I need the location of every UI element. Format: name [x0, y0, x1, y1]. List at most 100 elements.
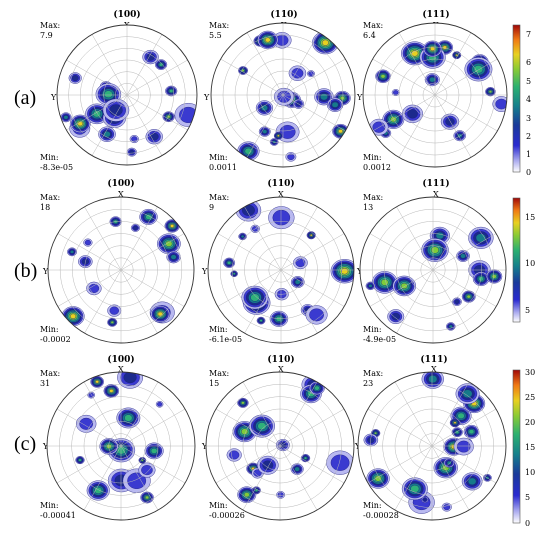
disc-outline [207, 196, 355, 344]
panel-title: (100) [107, 178, 134, 189]
contour-level [429, 76, 436, 83]
contour-level [430, 46, 436, 52]
polar-grid [358, 372, 506, 520]
cbar-tick: 2 [526, 132, 531, 141]
panel-title: (100) [113, 9, 140, 20]
max-value: 6.4 [363, 31, 376, 40]
cbar-tick: 6 [526, 58, 531, 67]
row-label-b: (b) [14, 260, 37, 282]
contour-level [339, 95, 345, 101]
contour-level [241, 401, 245, 405]
cbar-tick: 1 [526, 150, 531, 159]
contour-level [145, 495, 150, 500]
contour-level [279, 124, 296, 139]
pole-figure [210, 22, 356, 168]
contour-level [428, 375, 438, 384]
max-value: 15 [209, 379, 219, 388]
contour-level [277, 492, 284, 498]
contour-level [69, 250, 75, 254]
contour-level [330, 454, 350, 471]
contour-level [88, 392, 94, 398]
contour-level [453, 421, 457, 424]
y-axis-letter: Y [42, 267, 49, 276]
min-value: -0.00028 [363, 511, 399, 520]
contour-level [110, 320, 114, 324]
x-axis-letter: X [118, 190, 124, 199]
min-value: -8.3e-05 [40, 163, 73, 172]
contour-level [109, 389, 114, 393]
contour-level [103, 90, 113, 99]
intensity-blobs [61, 208, 181, 327]
pole-figure [56, 24, 198, 166]
contour-level [169, 89, 174, 93]
max-value: 7.9 [40, 31, 53, 40]
pole-figure [207, 196, 355, 344]
min-label: Min: [363, 325, 382, 334]
min-label: Min: [363, 501, 382, 510]
contour-level [79, 417, 94, 430]
x-axis-letter: X [431, 365, 437, 374]
contour-level [407, 109, 418, 119]
contour-level [448, 324, 453, 329]
disc-outline [357, 371, 507, 521]
pole-figure [205, 371, 355, 521]
contour-level [123, 372, 137, 384]
contour-level [287, 153, 295, 161]
pole-figure [46, 371, 196, 521]
pole-figure [47, 196, 195, 344]
max-value: 31 [40, 379, 50, 388]
contour-level [157, 401, 163, 407]
intensity-blobs [369, 40, 507, 142]
disc-outline [47, 196, 195, 344]
contour-level [262, 129, 268, 134]
polar-grid [48, 197, 194, 343]
pole-figure [362, 22, 508, 168]
cbar-tick: 20 [525, 418, 535, 427]
min-value: 0.0011 [209, 163, 237, 172]
min-value: -0.00041 [40, 511, 76, 520]
contour-level [467, 477, 477, 486]
contour-level [265, 37, 271, 43]
polar-grid [208, 197, 354, 343]
contour-level [393, 90, 399, 95]
contour-level [84, 239, 92, 246]
contour-level [488, 90, 493, 94]
contour-level [319, 93, 328, 101]
max-value: 18 [40, 203, 50, 212]
contour-level [410, 484, 420, 493]
contour-level [129, 149, 135, 155]
max-value: 13 [363, 203, 373, 212]
cbar-tick: 4 [526, 95, 531, 104]
contour-level [374, 431, 378, 435]
max-label: Max: [40, 369, 60, 378]
max-label: Max: [363, 193, 383, 202]
y-axis-letter: Y [42, 442, 49, 451]
min-value: -4.9e-05 [363, 335, 396, 344]
y-axis-letter: Y [201, 442, 208, 451]
contour-level [380, 279, 389, 286]
min-label: Min: [363, 153, 382, 162]
contour-level [454, 299, 460, 304]
contour-level [294, 466, 300, 472]
cbar-tick: 15 [525, 213, 535, 222]
x-axis-letter: X [278, 190, 284, 199]
contour-level [232, 272, 236, 275]
contour-level [445, 117, 455, 126]
contour-level [374, 475, 382, 482]
colorbar-b [512, 197, 521, 323]
cbar-tick: 10 [525, 468, 535, 477]
contour-level [131, 136, 138, 142]
disc-outline [205, 371, 355, 521]
disc-outline [359, 196, 507, 344]
contour-level [277, 134, 280, 137]
cbar-tick: 25 [525, 393, 535, 402]
contour-level [253, 469, 262, 477]
max-value: 5.5 [209, 31, 222, 40]
contour-level [435, 232, 444, 240]
cbar-tick: 5 [525, 306, 530, 315]
polar-grid [211, 23, 355, 167]
contour-level [150, 447, 158, 454]
contour-level [63, 115, 69, 120]
panel-title: (110) [270, 9, 297, 20]
row-label-c: (c) [14, 433, 36, 455]
